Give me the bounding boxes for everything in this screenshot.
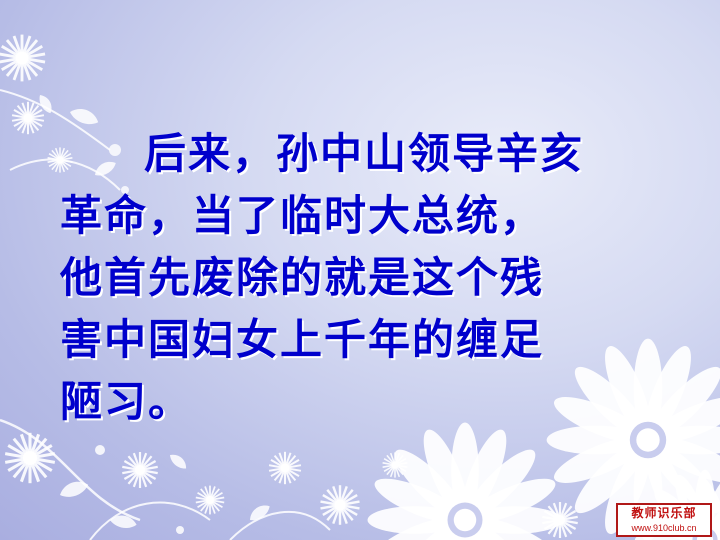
watermark-logo: 教师识乐部 www.910club.cn [616, 503, 712, 537]
logo-url: www.910club.cn [631, 523, 697, 533]
logo-title: 教师识乐部 [631, 506, 697, 520]
slide-text-line-1: 后来，孙中山领导辛亥 [144, 129, 585, 178]
top-left-flowers [0, 35, 129, 194]
bottom-left-flowers [0, 418, 407, 540]
slide-text-line-2: 革命，当了临时大总统， [60, 191, 545, 240]
slide-text-line-3: 他首先废除的就是这个残 [60, 253, 545, 302]
slide-text-line-5: 陋习。 [60, 377, 193, 426]
slide-text-line-4: 害中国妇女上千年的缠足 [60, 315, 545, 364]
